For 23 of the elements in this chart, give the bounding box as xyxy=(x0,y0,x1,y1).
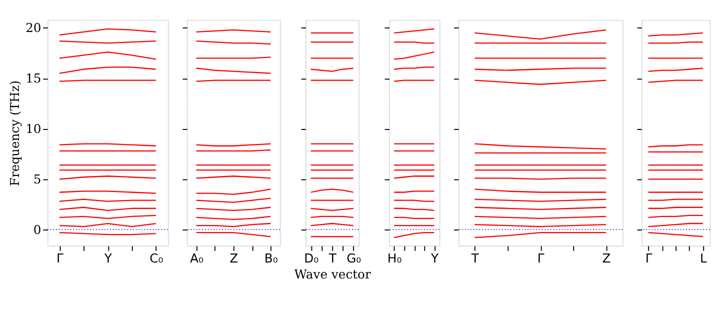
y-tick-label: 0 xyxy=(33,222,42,237)
x-tick-label: Y xyxy=(103,251,112,266)
x-tick-label: G₀ xyxy=(346,251,362,266)
x-axis-title: Wave vector xyxy=(294,267,371,282)
y-tick-label: 20 xyxy=(26,21,42,36)
x-tick-label: Γ xyxy=(537,251,544,266)
x-tick-label: Z xyxy=(602,251,611,266)
x-tick-label: A₀ xyxy=(190,251,204,266)
x-tick-label: T xyxy=(328,251,337,266)
x-tick-label: B₀ xyxy=(264,251,278,266)
x-tick-label: C₀ xyxy=(150,251,164,266)
x-tick-label: D₀ xyxy=(304,251,319,266)
y-axis-title: Frequency (THz) xyxy=(8,80,22,186)
x-tick-label: Γ xyxy=(56,251,64,266)
y-tick-label: 10 xyxy=(26,122,42,136)
x-tick-label: T xyxy=(470,251,480,266)
x-tick-label: L xyxy=(700,251,707,266)
x-tick-label: Γ xyxy=(645,251,652,266)
y-tick-label: 15 xyxy=(26,72,42,86)
x-tick-label: Z xyxy=(230,251,238,266)
y-tick-label: 5 xyxy=(33,172,42,186)
x-tick-label: Y xyxy=(430,251,440,266)
x-tick-label: H₀ xyxy=(387,251,402,266)
